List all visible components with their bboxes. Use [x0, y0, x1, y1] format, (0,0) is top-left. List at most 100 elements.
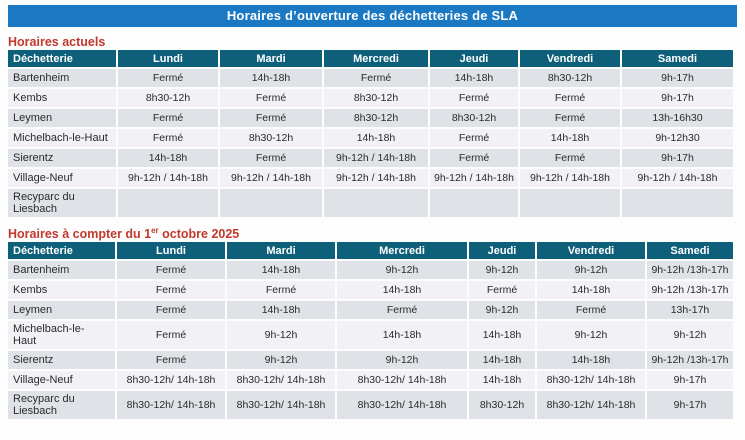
column-header-mardi: Mardi — [220, 50, 322, 68]
hours-cell: 14h-18h — [337, 281, 467, 300]
hours-cell: Fermé — [118, 129, 218, 148]
hours-cell — [220, 189, 322, 218]
hours-cell: Fermé — [220, 149, 322, 168]
hours-cell: 13h-17h — [647, 301, 733, 320]
hours-cell: Fermé — [117, 351, 225, 370]
hours-cell: 9h-12h / 14h-18h — [520, 169, 620, 188]
dechetterie-name: Recyparc du Liesbach — [8, 189, 116, 218]
hours-cell: Fermé — [430, 149, 518, 168]
hours-cell: 14h-18h — [537, 351, 645, 370]
hours-cell: 8h30-12h/ 14h-18h — [537, 371, 645, 390]
hours-cell: 14h-18h — [220, 69, 322, 88]
column-header-mercredi: Mercredi — [324, 50, 428, 68]
hours-cell: Fermé — [324, 69, 428, 88]
hours-cell: 14h-18h — [227, 261, 335, 280]
hours-cell: Fermé — [220, 109, 322, 128]
hours-cell: Fermé — [520, 89, 620, 108]
hours-cell: 8h30-12h — [324, 89, 428, 108]
dechetterie-name: Michelbach-le-Haut — [8, 129, 116, 148]
hours-cell: 9h-17h — [622, 89, 733, 108]
section-heading-current: Horaires actuels — [8, 32, 737, 49]
column-header-dechetterie: Déchetterie — [8, 242, 115, 260]
hours-cell: Fermé — [118, 109, 218, 128]
hours-cell: 8h30-12h — [430, 109, 518, 128]
hours-cell: Fermé — [430, 129, 518, 148]
table-row: Leymen Fermé 14h-18h Fermé 9h-12h Fermé 13h-17… — [8, 301, 733, 320]
hours-cell: 14h-18h — [324, 129, 428, 148]
hours-cell: 13h-16h30 — [622, 109, 733, 128]
hours-cell — [622, 189, 733, 218]
section-horaires-actuels: Horaires actuels Déchetterie Lundi Mardi Me… — [8, 32, 737, 219]
dechetterie-name: Sierentz — [8, 149, 116, 168]
section-heading-future: Horaires à compter du 1er octobre 2025 — [8, 224, 737, 241]
heading-text: Horaires à compter du 1 — [8, 227, 152, 242]
hours-cell: 9h-17h — [647, 391, 733, 420]
table-row: Kembs 8h30-12h Fermé 8h30-12h Fermé Fermé 9h-1… — [8, 89, 733, 108]
table-row: Sierentz Fermé 9h-12h 9h-12h 14h-18h 14h-18h 9… — [8, 351, 733, 370]
hours-cell — [324, 189, 428, 218]
table-row: Recyparc du Liesbach 8h30-12h/ 14h-18h 8h3… — [8, 391, 733, 420]
hours-cell: Fermé — [118, 69, 218, 88]
scanned-document-page: Horaires d’ouverture des déchetteries de… — [8, 5, 737, 421]
header-row: Déchetterie Lundi Mardi Mercredi Jeudi Vendre… — [8, 50, 733, 68]
hours-cell: 14h-18h — [469, 351, 535, 370]
hours-cell: 8h30-12h/ 14h-18h — [117, 391, 225, 420]
column-header-jeudi: Jeudi — [430, 50, 518, 68]
table-row: Michelbach-le-Haut Fermé 8h30-12h 14h-18h Fe… — [8, 129, 733, 148]
hours-cell: 9h-12h — [469, 301, 535, 320]
dechetterie-name: Leymen — [8, 109, 116, 128]
hours-cell: 8h30-12h — [118, 89, 218, 108]
hours-cell: Fermé — [537, 301, 645, 320]
hours-cell: 9h-12h / 14h-18h — [118, 169, 218, 188]
dechetterie-name: Recyparc du Liesbach — [8, 391, 115, 420]
hours-cell: 8h30-12h/ 14h-18h — [227, 391, 335, 420]
hours-cell: 9h-17h — [622, 69, 733, 88]
hours-cell: 9h-12h — [227, 321, 335, 350]
dechetterie-name: Sierentz — [8, 351, 115, 370]
column-header-jeudi: Jeudi — [469, 242, 535, 260]
hours-cell: Fermé — [430, 89, 518, 108]
dechetterie-name: Bartenheim — [8, 69, 116, 88]
column-header-lundi: Lundi — [118, 50, 218, 68]
hours-table-future: Déchetterie Lundi Mardi Mercredi Jeudi Vendre… — [6, 240, 735, 421]
hours-cell: 9h-12h30 — [622, 129, 733, 148]
hours-cell: 9h-12h — [227, 351, 335, 370]
dechetterie-name: Michelbach-le- Haut — [8, 321, 115, 350]
hours-cell: Fermé — [117, 261, 225, 280]
hours-cell: 8h30-12h — [469, 391, 535, 420]
hours-cell: Fermé — [337, 301, 467, 320]
dechetterie-name: Leymen — [8, 301, 115, 320]
column-header-vendredi: Vendredi — [520, 50, 620, 68]
hours-cell: 14h-18h — [469, 321, 535, 350]
hours-cell: Fermé — [227, 281, 335, 300]
hours-cell: 8h30-12h — [324, 109, 428, 128]
hours-cell: 14h-18h — [118, 149, 218, 168]
hours-cell: 14h-18h — [520, 129, 620, 148]
hours-cell: 9h-12h /13h-17h — [647, 281, 733, 300]
hours-cell: Fermé — [117, 301, 225, 320]
hours-cell: Fermé — [520, 149, 620, 168]
hours-cell: 9h-12h — [337, 261, 467, 280]
hours-cell: 14h-18h — [337, 321, 467, 350]
hours-cell: 14h-18h — [227, 301, 335, 320]
document-title: Horaires d’ouverture des déchetteries de… — [8, 5, 737, 27]
heading-superscript: er — [151, 226, 159, 236]
hours-cell: 9h-12h — [537, 321, 645, 350]
hours-cell: 9h-12h / 14h-18h — [220, 169, 322, 188]
column-header-lundi: Lundi — [117, 242, 225, 260]
hours-cell: Fermé — [117, 321, 225, 350]
table-row: Bartenheim Fermé 14h-18h Fermé 14h-18h 8h30-1… — [8, 69, 733, 88]
table-row: Sierentz 14h-18h Fermé 9h-12h / 14h-18h Ferm… — [8, 149, 733, 168]
hours-cell: 9h-12h / 14h-18h — [430, 169, 518, 188]
hours-cell: 9h-12h — [337, 351, 467, 370]
table-row: Leymen Fermé Fermé 8h30-12h 8h30-12h Fermé 13h… — [8, 109, 733, 128]
table-row: Michelbach-le- Haut Fermé 9h-12h 14h-18h 14h… — [8, 321, 733, 350]
heading-text-after: octobre 2025 — [158, 227, 240, 242]
hours-cell: 9h-12h /13h-17h — [647, 261, 733, 280]
section-horaires-octobre-2025: Horaires à compter du 1er octobre 2025 D… — [8, 224, 737, 421]
hours-cell: 9h-12h — [647, 321, 733, 350]
hours-cell: 9h-12h / 14h-18h — [324, 169, 428, 188]
hours-cell: 9h-12h — [537, 261, 645, 280]
header-row: Déchetterie Lundi Mardi Mercredi Jeudi Vendre… — [8, 242, 733, 260]
hours-cell: 8h30-12h/ 14h-18h — [227, 371, 335, 390]
